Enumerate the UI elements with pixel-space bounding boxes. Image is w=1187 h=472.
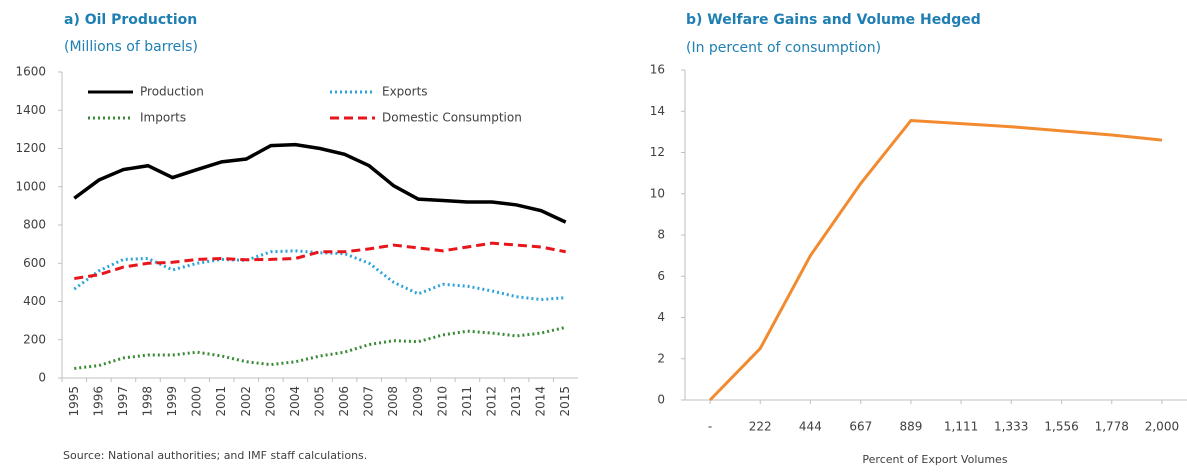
x-tick-label: 1997 <box>116 386 130 417</box>
chart-subtitle: (In percent of consumption) <box>686 40 881 56</box>
x-tick-label: 1998 <box>141 386 155 417</box>
y-tick-label: 0 <box>657 393 665 407</box>
x-tick-label: 667 <box>849 420 872 434</box>
x-tick-label: 2015 <box>558 386 572 417</box>
line-series <box>74 325 567 370</box>
legend-label: Exports <box>382 85 428 99</box>
line-series <box>74 241 567 281</box>
x-tick-label: - <box>708 420 712 434</box>
y-tick-label: 400 <box>23 294 46 308</box>
x-tick-label: 444 <box>799 420 822 434</box>
x-tick-label: 2011 <box>460 386 474 417</box>
y-tick-label: 2 <box>657 351 665 365</box>
y-tick-label: 12 <box>650 145 665 159</box>
x-tick-label: 1,111 <box>944 420 978 434</box>
y-tick-label: 0 <box>38 371 46 385</box>
y-tick-label: 8 <box>657 228 665 242</box>
chart-subtitle: (Millions of barrels) <box>64 39 198 55</box>
y-tick-label: 14 <box>650 104 665 118</box>
line-series <box>709 118 1163 402</box>
x-tick-label: 2013 <box>509 386 523 417</box>
x-tick-label: 2008 <box>386 386 400 417</box>
x-tick-label: 2005 <box>313 386 327 417</box>
x-tick-label: 2003 <box>263 386 277 417</box>
x-tick-label: 1,778 <box>1095 420 1129 434</box>
x-tick-label: 2014 <box>534 386 548 417</box>
x-tick-label: 1995 <box>67 386 81 417</box>
x-tick-label: 2009 <box>411 386 425 417</box>
x-tick-label: 2004 <box>288 386 302 417</box>
x-tick-label: 1,556 <box>1044 420 1078 434</box>
x-axis-label: Percent of Export Volumes <box>862 453 1007 466</box>
legend-label: Production <box>140 85 204 99</box>
x-tick-label: 1,333 <box>994 420 1028 434</box>
y-tick-label: 4 <box>657 310 665 324</box>
y-tick-label: 6 <box>657 269 665 283</box>
chart-title: b) Welfare Gains and Volume Hedged <box>686 12 981 28</box>
x-tick-label: 2010 <box>435 386 449 417</box>
y-tick-label: 1400 <box>15 103 46 117</box>
line-series <box>73 249 566 302</box>
x-tick-label: 2012 <box>485 386 499 417</box>
y-tick-label: 800 <box>23 218 46 232</box>
legend-label: Imports <box>140 111 186 125</box>
source: Source: National authorities; and IMF st… <box>63 449 367 462</box>
y-tick-label: 1200 <box>15 141 46 155</box>
y-tick-label: 600 <box>23 256 46 270</box>
x-tick-label: 2002 <box>239 386 253 417</box>
y-tick-label: 200 <box>23 332 46 346</box>
x-tick-label: 2006 <box>337 386 351 417</box>
x-tick-label: 222 <box>749 420 772 434</box>
x-tick-label: 2007 <box>362 386 376 417</box>
x-tick-label: 1996 <box>91 386 105 417</box>
chart-title: a) Oil Production <box>64 12 197 28</box>
x-tick-label: 2,000 <box>1145 420 1179 434</box>
x-tick-label: 2000 <box>190 386 204 417</box>
line-series <box>73 142 567 224</box>
y-tick-label: 16 <box>650 63 665 77</box>
x-tick-label: 889 <box>899 420 922 434</box>
x-tick-label: 1999 <box>165 386 179 417</box>
y-tick-label: 10 <box>650 186 665 200</box>
legend-label: Domestic Consumption <box>382 111 522 125</box>
y-tick-label: 1000 <box>15 179 46 193</box>
x-tick-label: 2001 <box>214 386 228 417</box>
y-tick-label: 1600 <box>15 65 46 79</box>
